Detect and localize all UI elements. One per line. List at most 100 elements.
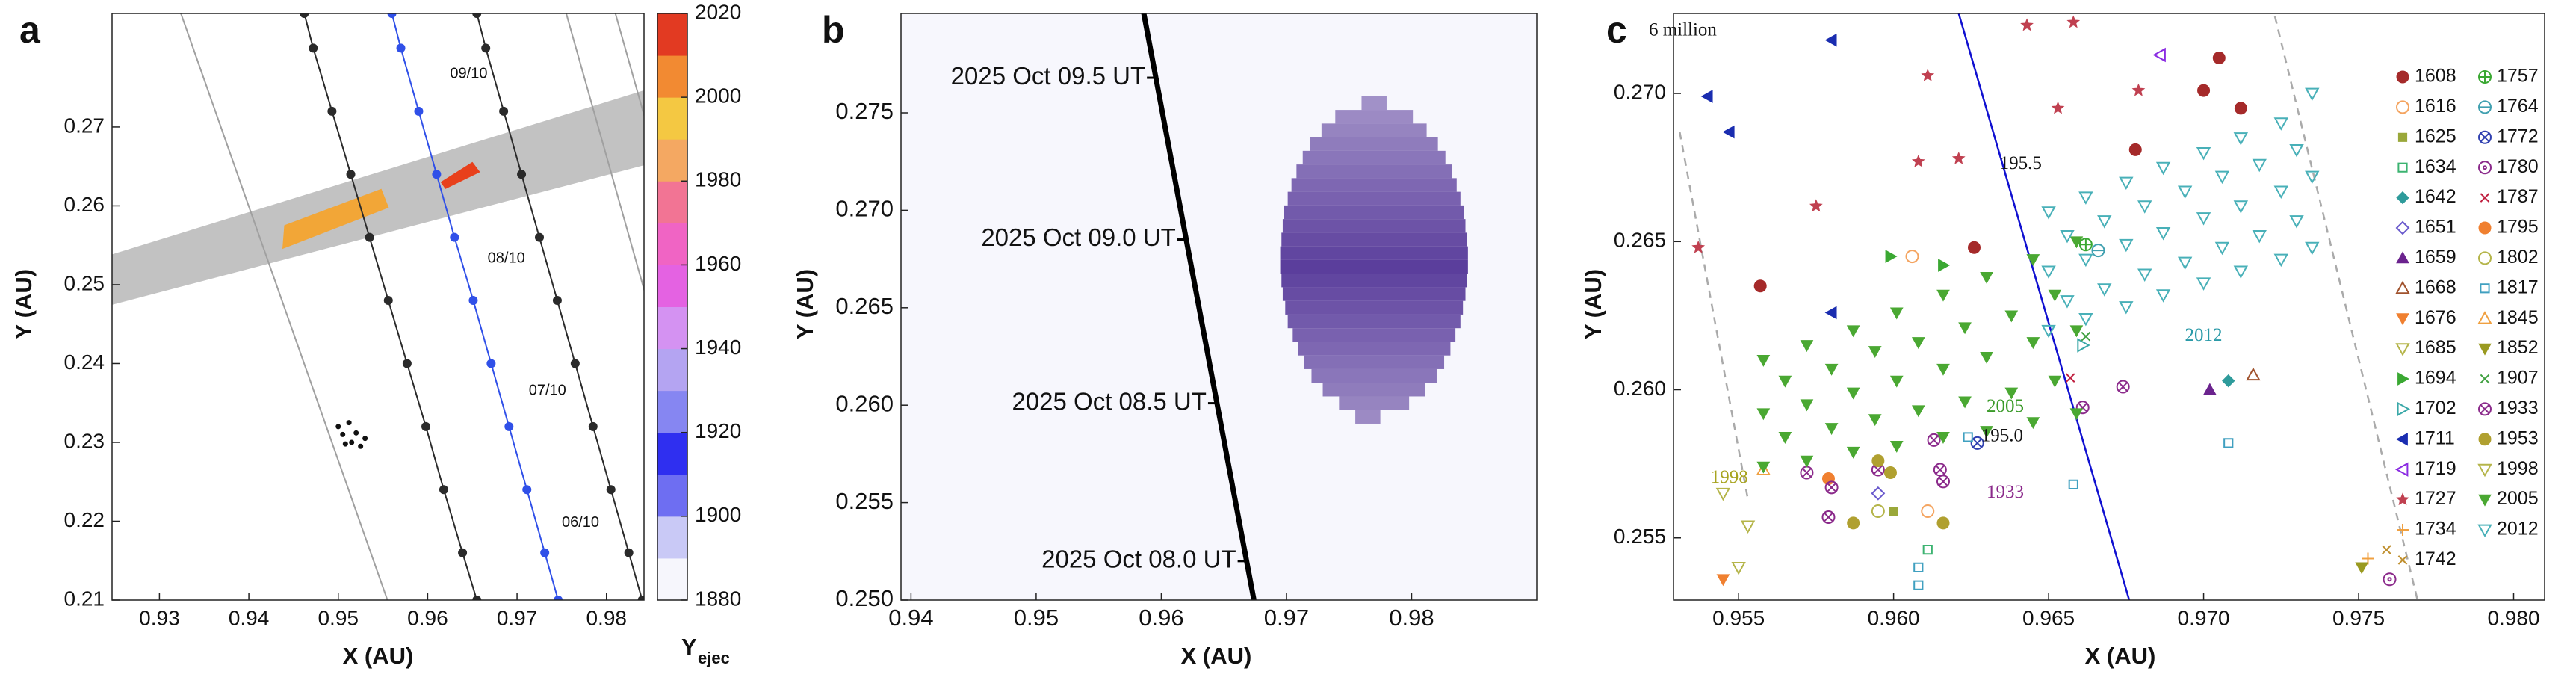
guide-line xyxy=(1957,13,2131,600)
legend-marker xyxy=(2397,132,2408,142)
legend-label: 1907 xyxy=(2497,368,2539,389)
track-marker xyxy=(554,596,563,600)
marker xyxy=(1927,433,1941,447)
density-row xyxy=(1311,368,1437,383)
density-row xyxy=(1281,274,1467,288)
track-marker xyxy=(486,359,496,368)
density-row xyxy=(1310,137,1438,151)
legend-label: 1734 xyxy=(2415,519,2456,540)
track-marker xyxy=(439,485,448,495)
plot-content xyxy=(1679,13,2419,600)
legend-marker xyxy=(2480,374,2490,384)
colorbar-bin xyxy=(657,55,687,98)
track-marker xyxy=(396,43,406,53)
marker xyxy=(1716,574,1730,587)
marker xyxy=(2078,238,2093,252)
colorbar-tick-label: 1980 xyxy=(695,168,741,191)
marker xyxy=(1824,306,1837,320)
track-marker xyxy=(387,13,397,18)
marker xyxy=(2069,236,2084,249)
density-row xyxy=(1292,328,1456,342)
colorbar-tick-label: 2020 xyxy=(695,0,741,23)
density-row xyxy=(1321,123,1427,137)
marker xyxy=(2214,170,2230,185)
marker xyxy=(2155,161,2171,176)
colorbar-bin xyxy=(657,390,687,433)
colorbar-tick-label: 1960 xyxy=(695,252,741,275)
marker xyxy=(2041,265,2056,279)
marker xyxy=(2060,295,2075,309)
marker xyxy=(1951,151,1966,164)
density-row xyxy=(1298,342,1451,356)
marker xyxy=(2355,562,2369,575)
marker xyxy=(1980,426,1993,439)
marker xyxy=(1800,340,1814,353)
legend-marker xyxy=(2480,193,2490,203)
marker xyxy=(2097,215,2112,229)
marker xyxy=(2041,324,2056,339)
marker xyxy=(1846,387,1860,400)
colorbar-bin xyxy=(657,432,687,475)
colorbar-bin xyxy=(657,97,687,140)
marker xyxy=(2051,101,2065,114)
track-marker xyxy=(499,106,509,116)
marker xyxy=(2233,200,2249,214)
x-tick-label: 0.98 xyxy=(1389,605,1434,631)
legend-label: 1845 xyxy=(2497,307,2539,328)
marker xyxy=(2026,417,2040,430)
legend-label: 1727 xyxy=(2415,488,2456,509)
y-tick-label: 0.255 xyxy=(1614,525,1666,548)
colorbar-tick-label: 1940 xyxy=(695,336,741,359)
legend-marker xyxy=(2395,280,2410,294)
annotation: 07/10 xyxy=(529,383,566,399)
guide-line xyxy=(2273,16,2419,600)
marker xyxy=(1913,562,1924,572)
legend-label: 1634 xyxy=(2415,156,2456,177)
marker xyxy=(1868,414,1882,427)
y-tick-label: 0.26 xyxy=(64,193,105,216)
legend-label: 1694 xyxy=(2415,368,2456,389)
marker xyxy=(2155,226,2171,241)
marker xyxy=(1868,346,1882,358)
density-row xyxy=(1355,410,1381,424)
marker xyxy=(1731,561,1746,575)
marker xyxy=(2305,87,2320,102)
marker xyxy=(2305,241,2320,256)
colorbar-bin xyxy=(657,13,687,56)
marker xyxy=(1756,462,1771,475)
time-label: 2025 Oct 08.0 UT xyxy=(1041,546,1236,573)
marker xyxy=(1889,440,1904,453)
track-marker xyxy=(414,106,424,116)
marker xyxy=(2152,47,2166,63)
track-marker xyxy=(365,232,374,242)
marker xyxy=(1753,279,1767,293)
legend-label: 1772 xyxy=(2497,126,2539,146)
marker xyxy=(2273,253,2288,268)
legend-label: 1702 xyxy=(2415,398,2456,418)
legend-marker xyxy=(2477,311,2492,324)
density-row xyxy=(1304,355,1445,369)
marker xyxy=(2065,373,2075,383)
y-tick-label: 0.21 xyxy=(64,587,105,610)
guide-line xyxy=(1679,132,1749,500)
marker xyxy=(1824,480,1839,495)
marker xyxy=(2273,185,2288,199)
marker xyxy=(1968,241,1981,254)
density-row xyxy=(1284,205,1464,220)
marker xyxy=(1911,154,1925,167)
marker xyxy=(1980,351,1993,364)
legend-marker xyxy=(2397,555,2408,565)
marker xyxy=(1889,506,1898,516)
track-marker xyxy=(570,359,580,368)
point xyxy=(353,430,359,436)
marker xyxy=(2382,545,2391,554)
x-tick-label: 0.970 xyxy=(2178,606,2230,629)
colorbar-bin xyxy=(657,474,687,517)
marker xyxy=(1778,432,1792,444)
legend-label: 1676 xyxy=(2415,307,2456,328)
time-label: 2025 Oct 08.5 UT xyxy=(1012,387,1206,415)
time-label: 2025 Oct 09.5 UT xyxy=(951,62,1145,90)
legend-label: 1998 xyxy=(2497,458,2539,479)
marker xyxy=(1846,446,1860,459)
